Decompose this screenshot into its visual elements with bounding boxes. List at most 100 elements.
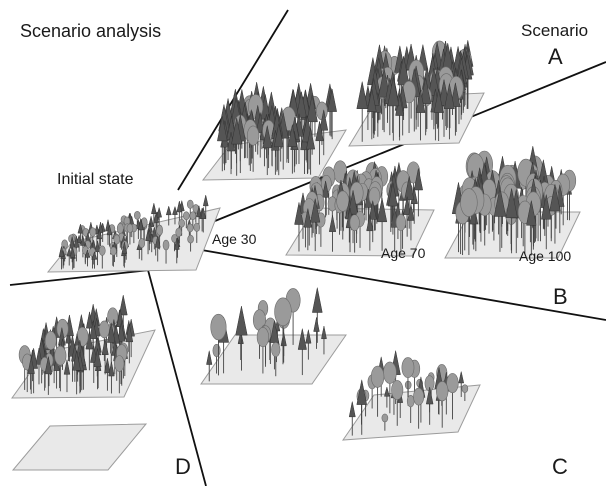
tree: [356, 81, 368, 142]
tree: [368, 200, 377, 243]
tree: [162, 239, 170, 264]
tree: [287, 124, 298, 174]
forest-plot: [285, 160, 435, 257]
forest-plot: [46, 195, 221, 273]
tree: [370, 365, 385, 417]
tree: [273, 123, 284, 176]
tree: [493, 187, 507, 252]
scenario-d-label: D: [175, 454, 191, 479]
tree: [413, 168, 423, 217]
tree: [114, 355, 125, 394]
tree: [348, 401, 356, 436]
tree: [140, 217, 148, 241]
scenario-a-label: A: [548, 44, 563, 69]
tree: [76, 234, 82, 252]
tree: [274, 297, 292, 365]
tree: [186, 199, 194, 220]
tree: [271, 342, 281, 377]
tree: [217, 116, 228, 172]
tree: [44, 356, 53, 395]
tree: [383, 361, 397, 414]
tree: [187, 234, 194, 252]
forest-plot: [341, 350, 481, 441]
divider-line: [9, 269, 151, 286]
tree: [526, 200, 537, 256]
tree: [173, 238, 180, 264]
tree: [313, 317, 320, 349]
tree: [541, 194, 552, 250]
tree: [54, 345, 67, 392]
tree: [297, 328, 307, 376]
tree: [206, 350, 213, 382]
tree: [378, 68, 391, 133]
tree: [420, 77, 432, 136]
forest-plot: [444, 146, 581, 259]
tree: [461, 384, 469, 402]
tree: [391, 380, 404, 426]
tree: [366, 89, 377, 140]
diagram-title: Scenario analysis: [20, 21, 162, 41]
tree: [303, 208, 312, 251]
tree: [231, 118, 243, 176]
tree: [328, 215, 337, 252]
tree: [145, 229, 151, 255]
tree: [413, 387, 425, 429]
tree: [104, 358, 111, 391]
tree: [154, 235, 161, 262]
tree: [433, 89, 444, 141]
tree: [381, 413, 389, 431]
tree: [336, 190, 350, 240]
forest-plot: [200, 287, 347, 385]
tree: [210, 313, 227, 376]
tree: [138, 238, 146, 261]
tree: [106, 224, 113, 247]
forest-plot: [201, 82, 347, 181]
tree: [193, 222, 201, 243]
tree: [125, 324, 134, 364]
tree: [121, 242, 128, 268]
age-100-label: Age 100: [519, 248, 572, 264]
forest-plot: [11, 423, 148, 471]
tree: [444, 83, 455, 140]
age-70-label: Age 70: [381, 245, 426, 261]
forest-plots: [11, 40, 581, 471]
tree: [310, 198, 321, 252]
tree: [126, 223, 134, 245]
tree: [321, 326, 327, 355]
tree: [235, 306, 248, 371]
tree: [415, 89, 426, 141]
tree: [306, 128, 316, 175]
tree: [58, 246, 65, 270]
tree: [113, 234, 121, 257]
tree: [172, 205, 178, 225]
tree: [305, 329, 312, 360]
tree: [63, 359, 71, 393]
tree: [322, 180, 330, 218]
tree: [327, 88, 337, 140]
forest-plot: [11, 294, 156, 399]
tree: [94, 240, 101, 266]
tree: [377, 198, 388, 251]
tree: [387, 182, 398, 235]
tree: [315, 121, 324, 165]
tree: [96, 228, 103, 251]
tree: [91, 250, 98, 269]
tree: [27, 356, 35, 394]
tree: [387, 77, 400, 141]
tree: [200, 207, 207, 233]
tree: [69, 247, 76, 270]
tree: [460, 188, 478, 256]
tree: [294, 202, 304, 252]
tree: [110, 246, 117, 267]
tree: [425, 386, 434, 425]
tree: [319, 109, 329, 156]
tree: [35, 347, 43, 385]
divider-line: [189, 247, 606, 321]
tree: [356, 379, 368, 435]
tree: [151, 203, 157, 227]
tree: [107, 322, 116, 367]
tree: [256, 327, 270, 374]
tree: [349, 214, 360, 253]
forest-plot: [348, 40, 485, 147]
